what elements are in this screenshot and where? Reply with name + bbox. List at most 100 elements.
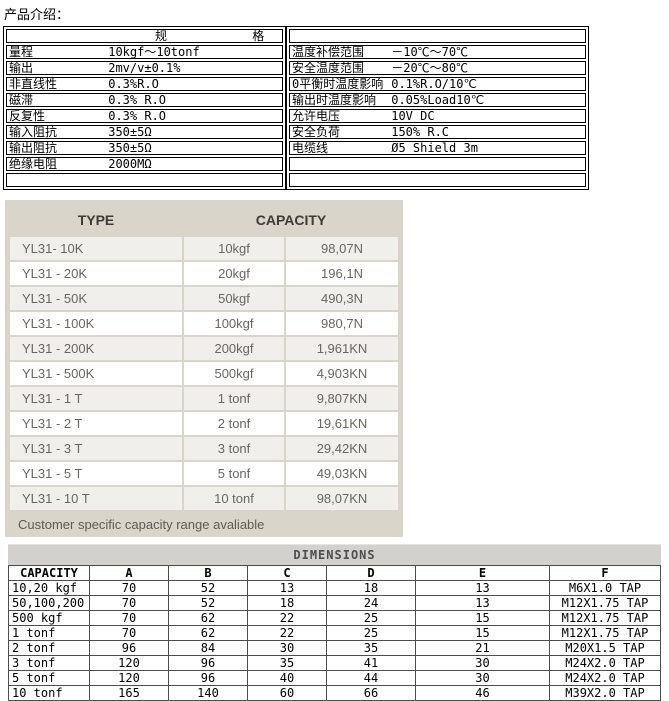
spec-row-label: 磁滞 xyxy=(9,93,34,107)
capacity-kgf-cell: 5 tonf xyxy=(184,462,284,485)
spec-row xyxy=(6,173,283,187)
dimensions-b-cell: 140 xyxy=(168,685,248,701)
spec-row: 允许电压 10V DC xyxy=(289,109,586,123)
dimensions-d-cell: 18 xyxy=(326,580,416,596)
dimensions-row: 10,20 kgf 70 52 13 18 13 M6X1.0 TAP xyxy=(8,580,661,596)
dimensions-row: 500 kgf 70 62 22 25 15 M12X1.75 TAP xyxy=(8,610,661,626)
capacity-rows: YL31- 10K 10kgf 98,07N YL31 - 20K 20kgf … xyxy=(10,237,398,510)
dimensions-d-cell: 44 xyxy=(326,670,416,686)
dimensions-d-cell: 25 xyxy=(326,625,416,641)
capacity-type-cell: YL31 - 3 T xyxy=(10,437,182,460)
dimensions-e-cell: 13 xyxy=(415,580,550,596)
dimensions-b-cell: 96 xyxy=(168,655,248,671)
capacity-type-cell: YL31 - 10 T xyxy=(10,487,182,510)
spec-row-value: 0.1%R.O/10℃ xyxy=(391,77,477,91)
dimensions-d-cell: 35 xyxy=(326,640,416,656)
capacity-kgf-cell: 3 tonf xyxy=(184,437,284,460)
dimensions-a-cell: 120 xyxy=(89,655,169,671)
capacity-type-cell: YL31 - 2 T xyxy=(10,412,182,435)
spec-row-value: 2000MΩ xyxy=(108,157,152,171)
spec-row: 温度补偿范围 －10℃～70℃ xyxy=(289,45,586,59)
capacity-footer-note: Customer specific capacity range avaliab… xyxy=(18,517,265,532)
dimensions-title-bar: DIMENSIONS xyxy=(8,544,661,565)
capacity-row: YL31 - 5 T 5 tonf 49,03KN xyxy=(10,462,398,485)
dimensions-row: 3 tonf 120 96 35 41 30 M24X2.0 TAP xyxy=(8,655,661,671)
capacity-row: YL31 - 1 T 1 tonf 9,807KN xyxy=(10,387,398,410)
spec-row-label: 量程 xyxy=(9,45,34,59)
capacity-kgf-cell: 20kgf xyxy=(184,262,284,285)
capacity-row: YL31- 10K 10kgf 98,07N xyxy=(10,237,398,260)
dimensions-c-cell: 13 xyxy=(247,580,327,596)
dimensions-e-cell: 13 xyxy=(415,595,550,611)
capacity-newton-cell: 19,61KN xyxy=(286,412,398,435)
capacity-table: TYPE CAPACITY YL31- 10K 10kgf 98,07N YL3… xyxy=(8,203,400,512)
spec-row xyxy=(289,29,586,43)
dimensions-c-cell: 18 xyxy=(247,595,327,611)
spec-row: 输入阻抗 350±5Ω xyxy=(6,125,283,139)
dimensions-f-cell: M6X1.0 TAP xyxy=(549,580,661,596)
capacity-kgf-cell: 100kgf xyxy=(184,312,284,335)
capacity-kgf-cell: 1 tonf xyxy=(184,387,284,410)
spec-row-label: 输出 xyxy=(9,61,34,75)
capacity-row: YL31 - 3 T 3 tonf 29,42KN xyxy=(10,437,398,460)
capacity-type-cell: YL31 - 50K xyxy=(10,287,182,310)
capacity-kgf-cell: 2 tonf xyxy=(184,412,284,435)
dimensions-header-row: CAPACITY A B C D E F xyxy=(8,565,661,581)
dimensions-a-cell: 165 xyxy=(89,685,169,701)
spec-row: 安全温度范围 －20℃～80℃ xyxy=(289,61,586,75)
spec-row: 非直线性 0.3%R.O xyxy=(6,77,283,91)
spec-row-label: 非直线性 xyxy=(9,77,58,91)
spec-row: 输出时温度影响 0.05%Load10℃ xyxy=(289,93,586,107)
capacity-row: YL31 - 10 T 10 tonf 98,07KN xyxy=(10,487,398,510)
dimensions-c-cell: 35 xyxy=(247,655,327,671)
capacity-type-cell: YL31 - 200K xyxy=(10,337,182,360)
spec-table-right: 温度补偿范围 －10℃～70℃ 安全温度范围 －20℃～80℃ xyxy=(286,26,589,190)
dimensions-d-cell: 66 xyxy=(326,685,416,701)
spec-row-value: 10V DC xyxy=(391,109,435,123)
capacity-kgf-cell: 200kgf xyxy=(184,337,284,360)
dimensions-b-cell: 52 xyxy=(168,580,248,596)
capacity-type-cell: YL31 - 1 T xyxy=(10,387,182,410)
spec-row-label: 允许电压 xyxy=(292,109,341,123)
spec-header-row: 规 格 xyxy=(6,29,283,43)
spec-row-label: 输出时温度影响 xyxy=(292,93,377,107)
dimensions-f-cell: M12X1.75 TAP xyxy=(549,610,661,626)
spec-row-value: 2mv/v±0.1% xyxy=(108,61,181,75)
spec-row: 磁滞 0.3% R.O xyxy=(6,93,283,107)
spec-row xyxy=(289,157,586,171)
dimensions-e-cell: 15 xyxy=(415,610,550,626)
dimensions-capacity-cell: 10 tonf xyxy=(8,685,90,701)
capacity-newton-cell: 98,07KN xyxy=(286,487,398,510)
dimensions-table-container: DIMENSIONS CAPACITY A B C D E xyxy=(8,544,661,701)
capacity-row: YL31 - 500K 500kgf 4,903KN xyxy=(10,362,398,385)
dimensions-a-cell: 70 xyxy=(89,625,169,641)
capacity-kgf-cell: 500kgf xyxy=(184,362,284,385)
spec-row-value: 150% R.C xyxy=(391,125,450,139)
spec-row: 量程 10kgf～10tonf xyxy=(6,45,283,59)
capacity-newton-cell: 9,807KN xyxy=(286,387,398,410)
spec-row-value: 10kgf～10tonf xyxy=(108,45,200,59)
spec-row-value: 0.3% R.O xyxy=(108,109,167,123)
dimensions-capacity-cell: 50,100,200 kgf xyxy=(8,595,90,611)
spec-row xyxy=(289,173,586,187)
dimensions-rows: 10,20 kgf 70 52 13 18 13 M6X1.0 TAP 50,1… xyxy=(8,580,661,701)
spec-row-value: －10℃～70℃ xyxy=(391,45,469,59)
dimensions-column-header: B xyxy=(168,565,248,581)
dimensions-d-cell: 24 xyxy=(326,595,416,611)
capacity-newton-cell: 49,03KN xyxy=(286,462,398,485)
capacity-type-cell: YL31 - 100K xyxy=(10,312,182,335)
dimensions-capacity-cell: 5 tonf xyxy=(8,670,90,686)
capacity-kgf-cell: 50kgf xyxy=(184,287,284,310)
dimensions-c-cell: 40 xyxy=(247,670,327,686)
dimensions-b-cell: 96 xyxy=(168,670,248,686)
dimensions-b-cell: 84 xyxy=(168,640,248,656)
dimensions-d-cell: 25 xyxy=(326,610,416,626)
spec-row-value: 0.3%R.O xyxy=(108,77,159,91)
dimensions-f-cell: M24X2.0 TAP xyxy=(549,670,661,686)
dimensions-column-header: E xyxy=(415,565,550,581)
spec-left-rows: 量程 10kgf～10tonf 输出 2mv/v±0.1% xyxy=(6,45,283,187)
dimensions-row: 5 tonf 120 96 40 44 30 M24X2.0 TAP xyxy=(8,670,661,686)
dimensions-column-header: D xyxy=(326,565,416,581)
spec-header-cell: 规 格 xyxy=(6,29,283,43)
dimensions-f-cell: M39X2.0 TAP xyxy=(549,685,661,701)
